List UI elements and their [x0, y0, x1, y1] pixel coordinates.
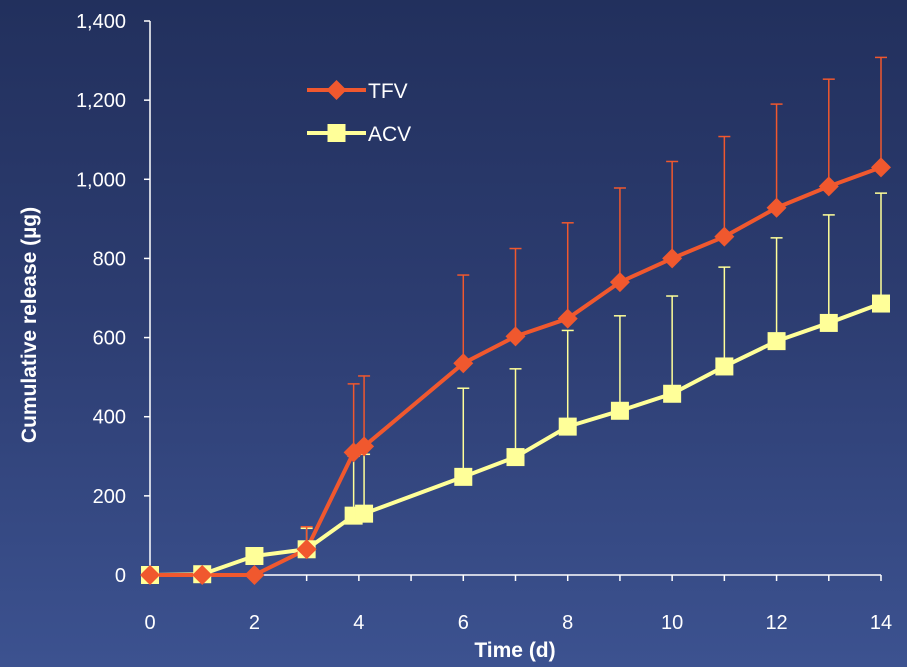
- y-axis-title: Cumulative release (µg): [18, 207, 41, 443]
- acv-data-point: [872, 294, 890, 313]
- series-markers: [140, 157, 891, 585]
- acv-data-point: [610, 401, 629, 420]
- y-tick-label: 600: [93, 328, 126, 350]
- x-tick-label: 4: [353, 612, 364, 634]
- tfv-data-point: [609, 272, 630, 293]
- x-tick-label: 10: [661, 612, 683, 634]
- tfv-data-point: [766, 197, 787, 218]
- acv-data-point: [506, 448, 525, 467]
- y-tick-label: 200: [93, 486, 126, 508]
- legend-acv-label: ACV: [368, 123, 411, 146]
- acv-data-point: [663, 384, 682, 403]
- tfv-data-point: [505, 326, 526, 347]
- y-tick-label: 400: [93, 407, 126, 429]
- tfv-data-point: [140, 565, 160, 585]
- y-tick-label: 1,000: [76, 169, 126, 191]
- x-tick-label: 8: [562, 612, 573, 634]
- legend-acv-marker: [327, 124, 346, 142]
- x-tick-label: 6: [458, 612, 469, 634]
- tfv-data-point: [296, 539, 317, 560]
- y-tick-label: 1,200: [76, 90, 126, 112]
- error-bars: [300, 56, 887, 550]
- tfv-data-point: [192, 565, 213, 585]
- x-tick-label: 12: [765, 612, 787, 634]
- acv-data-point: [558, 417, 577, 436]
- x-axis-title: Time (d): [474, 639, 555, 662]
- y-tick-label: 1,400: [76, 11, 126, 33]
- axes: 0 200 400 600 800 1,000 1,200 1,400 0 2 4 6 8 10 12 14: [76, 11, 892, 634]
- tfv-data-point: [244, 565, 265, 585]
- acv-data-point: [245, 547, 264, 566]
- legend: TFV ACV: [307, 80, 411, 146]
- tfv-data-point: [871, 157, 891, 178]
- acv-data-point: [355, 504, 374, 523]
- acv-data-point: [454, 467, 473, 486]
- y-tick-label: 800: [93, 248, 126, 270]
- tfv-data-point: [453, 353, 474, 374]
- tfv-data-point: [818, 176, 839, 197]
- tfv-data-point: [714, 226, 735, 247]
- tfv-data-point: [662, 248, 683, 269]
- tfv-data-point: [557, 308, 578, 329]
- tfv-data-point: [354, 436, 375, 457]
- acv-data-point: [715, 357, 734, 376]
- x-tick-label: 2: [249, 612, 260, 634]
- legend-tfv-marker: [326, 80, 347, 100]
- y-tick-label: 0: [115, 565, 126, 587]
- x-tick-label: 14: [870, 612, 892, 634]
- acv-data-point: [819, 313, 838, 332]
- x-tick-label: 0: [144, 612, 155, 634]
- legend-tfv-label: TFV: [368, 80, 408, 103]
- acv-data-point: [767, 332, 786, 351]
